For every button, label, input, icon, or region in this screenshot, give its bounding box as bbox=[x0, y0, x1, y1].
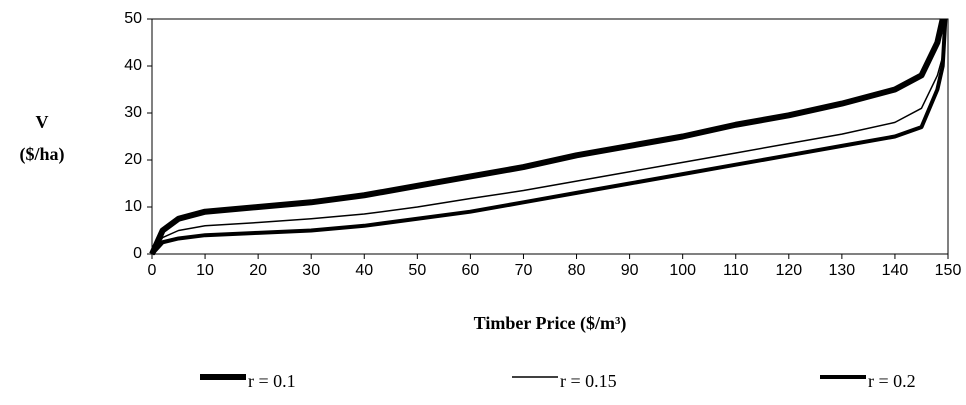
y-tick-label: 20 bbox=[124, 151, 142, 168]
x-tick-label: 130 bbox=[829, 262, 856, 279]
x-tick-label: 60 bbox=[462, 262, 480, 279]
x-tick-label: 10 bbox=[196, 262, 214, 279]
plot-frame bbox=[151, 18, 949, 255]
y-axis-label: V bbox=[36, 112, 49, 132]
y-tick-label: 30 bbox=[124, 104, 142, 121]
x-tick-label: 40 bbox=[355, 262, 373, 279]
y-axis-label: ($/ha) bbox=[20, 144, 65, 165]
x-tick-label: 0 bbox=[148, 262, 157, 279]
x-tick-label: 110 bbox=[723, 262, 749, 279]
y-tick-label: 40 bbox=[124, 57, 142, 74]
x-axis-label: Timber Price ($/m³) bbox=[474, 313, 627, 334]
y-tick-label: 10 bbox=[124, 198, 142, 215]
x-tick-label: 70 bbox=[515, 262, 533, 279]
series-line bbox=[149, 18, 946, 256]
x-tick-label: 100 bbox=[669, 262, 696, 279]
series-line bbox=[151, 18, 947, 255]
x-tick-label: 80 bbox=[568, 262, 586, 279]
x-tick-label: 30 bbox=[302, 262, 320, 279]
legend-label: r = 0.15 bbox=[560, 371, 617, 391]
series-line bbox=[150, 18, 948, 256]
x-tick-label: 140 bbox=[882, 262, 909, 279]
x-tick-label: 20 bbox=[249, 262, 267, 279]
x-tick-label: 150 bbox=[935, 262, 962, 279]
y-tick-label: 0 bbox=[133, 245, 142, 262]
x-tick-label: 90 bbox=[621, 262, 639, 279]
x-tick-label: 120 bbox=[775, 262, 802, 279]
x-tick-label: 50 bbox=[408, 262, 426, 279]
legend-label: r = 0.2 bbox=[868, 371, 916, 391]
y-tick-label: 50 bbox=[124, 10, 142, 27]
legend-label: r = 0.1 bbox=[248, 371, 296, 391]
